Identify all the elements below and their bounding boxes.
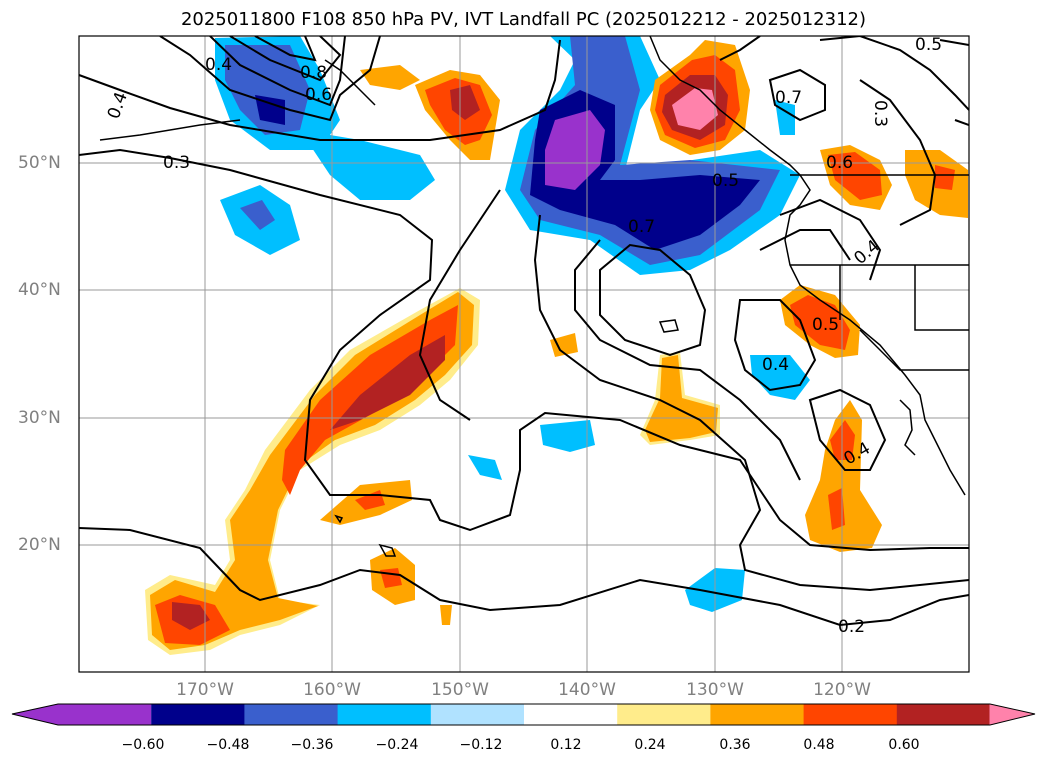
lat-label: 50°N [18,153,61,173]
lon-label: 130°W [686,680,744,700]
colorbar-tick-label: −0.12 [459,737,503,753]
contour-label: 0.7 [628,217,655,237]
contour-label: 0.4 [762,355,789,375]
colorbar-tick-label: 0.60 [888,737,920,753]
colorbar-tick-label: 0.36 [719,737,751,753]
lat-label: 40°N [18,280,61,300]
contour-label: 0.4 [205,55,232,75]
colorbar-tick-label: 0.48 [803,737,835,753]
lon-label: 150°W [431,680,489,700]
graticule [79,36,969,672]
contour-label: 0.6 [305,85,332,105]
contour-label: 0.6 [826,153,853,173]
colorbar-tick-label: −0.36 [290,737,334,753]
contour-label: 0.4 [104,89,132,121]
lon-label: 140°W [558,680,616,700]
lon-label: 160°W [303,680,361,700]
map-title: 2025011800 F108 850 hPa PV, IVT Landfall… [180,9,867,30]
lon-label: 120°W [813,680,871,700]
colorbar-tick-label: 0.24 [634,737,666,753]
lat-label: 20°N [18,535,61,555]
contour-label: 0.4 [850,236,884,269]
contour-label: 0.3 [163,153,190,173]
lon-label: 170°W [176,680,234,700]
colorbar-tick-label: 0.12 [550,737,582,753]
contour-label: 0.2 [838,617,865,637]
contour-label: 0.7 [775,88,802,108]
ivt-contours [79,36,969,627]
contour-label: 0.5 [812,315,839,335]
colorbar-tick-label: −0.24 [375,737,419,753]
map-frame [78,35,970,673]
contour-label: 0.5 [712,171,739,191]
contour-label: 0.8 [300,63,327,83]
contour-label: 0.3 [870,100,890,127]
coastlines [99,36,969,557]
colorbar-tick-label: −0.48 [206,737,250,753]
contour-label: 0.5 [915,35,942,55]
colorbar-tick-label: −0.60 [121,737,165,753]
lat-label: 30°N [18,408,61,428]
